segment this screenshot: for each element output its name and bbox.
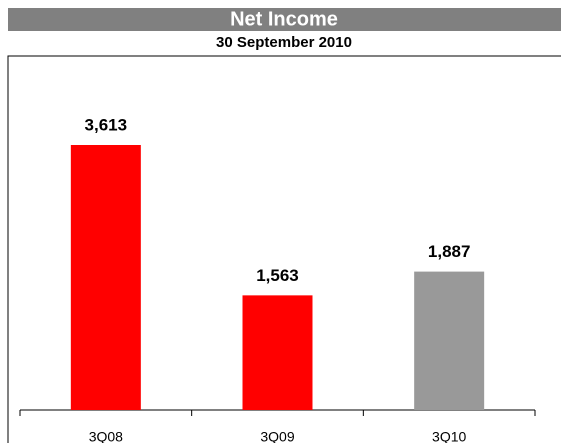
value-label: 1,887 bbox=[428, 242, 471, 261]
x-tick-label: 3Q10 bbox=[432, 429, 466, 443]
x-tick-label: 3Q09 bbox=[260, 429, 294, 443]
bar bbox=[70, 145, 141, 410]
bar bbox=[242, 295, 313, 410]
chart-title: Net Income bbox=[230, 8, 338, 30]
title-banner bbox=[8, 8, 561, 31]
value-label: 1,563 bbox=[256, 266, 299, 285]
chart-subtitle: 30 September 2010 bbox=[216, 34, 352, 51]
value-label: 3,613 bbox=[85, 115, 128, 134]
frame bbox=[7, 55, 561, 443]
bar bbox=[414, 271, 485, 410]
x-tick-label: 3Q08 bbox=[89, 429, 123, 443]
